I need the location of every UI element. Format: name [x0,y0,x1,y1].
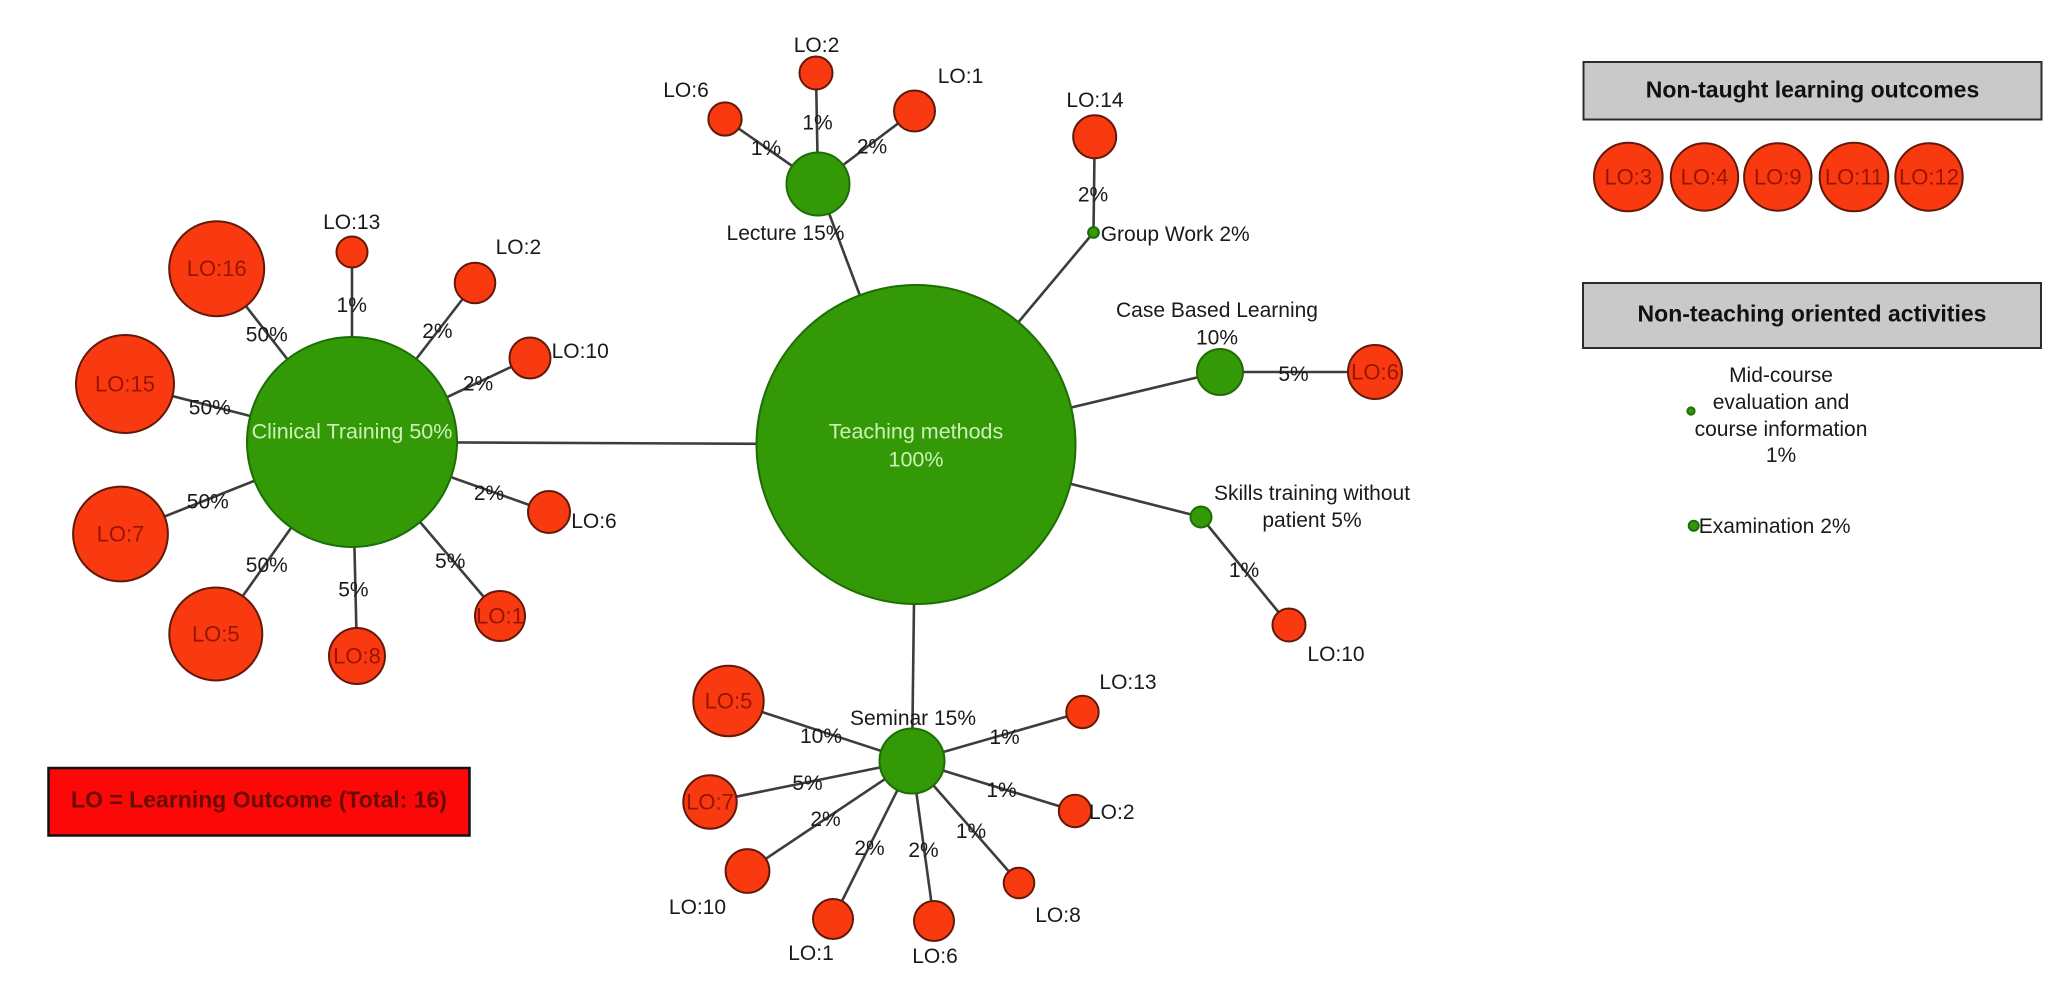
svg-text:LO:5: LO:5 [705,689,753,714]
svg-text:50%: 50% [246,554,288,577]
svg-text:LO:14: LO:14 [1066,89,1124,112]
svg-text:LO:13: LO:13 [323,211,380,234]
svg-text:LO:2: LO:2 [794,34,840,57]
svg-text:Group Work 2%: Group Work 2% [1101,223,1250,246]
svg-text:2%: 2% [463,373,493,396]
svg-text:LO:2: LO:2 [1089,801,1135,824]
svg-text:2%: 2% [908,839,938,862]
svg-text:LO:12: LO:12 [1899,165,1959,190]
svg-text:LO:13: LO:13 [1099,671,1156,694]
svg-text:LO:7: LO:7 [97,522,145,547]
svg-text:5%: 5% [435,550,465,573]
svg-text:LO:4: LO:4 [1681,165,1729,190]
svg-text:patient 5%: patient 5% [1262,509,1361,532]
svg-text:LO:7: LO:7 [686,790,734,815]
svg-text:LO:1: LO:1 [788,942,834,965]
svg-text:10%: 10% [1196,327,1238,350]
svg-text:LO:2: LO:2 [496,236,542,259]
svg-text:Non-teaching oriented activiti: Non-teaching oriented activities [1638,301,1987,327]
svg-text:Lecture 15%: Lecture 15% [727,222,845,245]
svg-text:5%: 5% [792,772,822,795]
svg-text:2%: 2% [422,320,452,343]
svg-text:LO:6: LO:6 [571,510,617,533]
svg-text:LO:10: LO:10 [552,340,609,363]
svg-text:1%: 1% [337,294,367,317]
svg-text:LO:8: LO:8 [333,644,381,669]
svg-text:100%: 100% [889,448,944,472]
svg-text:LO:8: LO:8 [1035,904,1081,927]
svg-text:2%: 2% [474,482,504,505]
svg-text:10%: 10% [800,725,842,748]
svg-text:1%: 1% [1766,444,1796,467]
svg-text:LO:5: LO:5 [192,622,240,647]
svg-text:1%: 1% [989,726,1019,749]
svg-text:1%: 1% [1229,559,1259,582]
svg-text:Seminar 15%: Seminar 15% [850,707,976,730]
svg-text:2%: 2% [810,808,840,831]
svg-text:Teaching methods: Teaching methods [829,420,1004,444]
svg-text:50%: 50% [189,396,231,419]
svg-text:LO:6: LO:6 [1351,360,1399,385]
svg-text:1%: 1% [986,779,1016,802]
svg-text:1%: 1% [802,112,832,135]
svg-text:2%: 2% [857,136,887,159]
svg-text:2%: 2% [854,837,884,860]
svg-text:Case Based Learning: Case Based Learning [1116,299,1318,322]
svg-text:1%: 1% [956,820,986,843]
svg-text:50%: 50% [187,490,229,513]
svg-text:LO:1: LO:1 [476,604,524,629]
svg-text:LO:16: LO:16 [187,256,247,281]
svg-text:LO:10: LO:10 [1307,643,1364,666]
svg-text:LO:10: LO:10 [669,896,726,919]
svg-text:5%: 5% [338,578,368,601]
svg-text:Mid-course: Mid-course [1729,364,1833,387]
svg-text:Examination 2%: Examination 2% [1699,515,1851,538]
svg-text:LO:3: LO:3 [1604,165,1652,190]
svg-text:Clinical Training 50%: Clinical Training 50% [252,420,453,444]
svg-text:LO = Learning Outcome (Total:: LO = Learning Outcome (Total: 16) [71,787,447,813]
svg-text:5%: 5% [1278,363,1308,386]
svg-text:LO:1: LO:1 [938,65,984,88]
svg-text:2%: 2% [1078,184,1108,207]
svg-text:1%: 1% [751,137,781,160]
svg-text:LO:6: LO:6 [912,945,958,968]
svg-text:LO:15: LO:15 [95,372,155,397]
svg-text:evaluation and: evaluation and [1713,391,1850,414]
svg-text:Non-taught learning outcomes: Non-taught learning outcomes [1646,77,1980,103]
svg-text:50%: 50% [246,324,288,347]
svg-text:course information: course information [1695,418,1868,441]
svg-text:Skills training without: Skills training without [1214,482,1410,505]
svg-text:LO:11: LO:11 [1825,165,1883,190]
svg-text:LO:6: LO:6 [663,79,709,102]
svg-text:LO:9: LO:9 [1754,165,1802,190]
